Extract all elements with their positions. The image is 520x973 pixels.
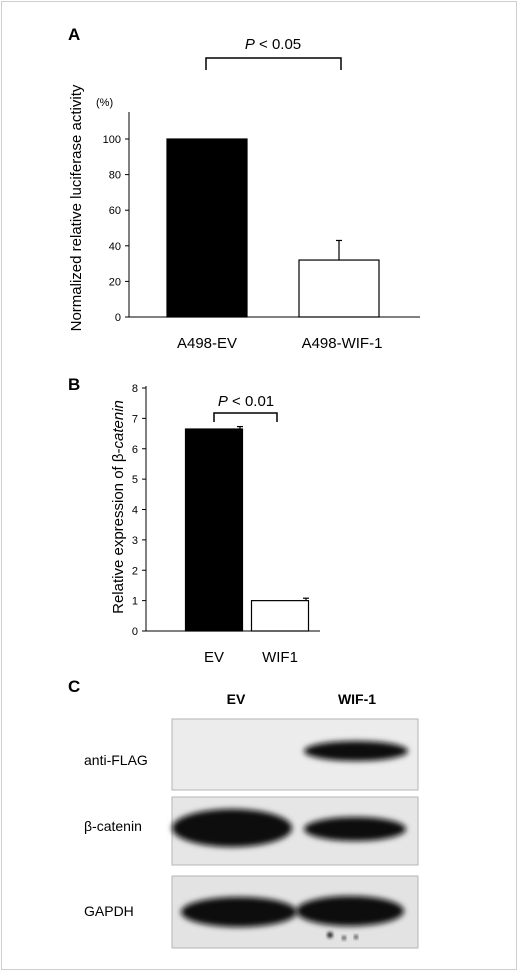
y-tick-label: 5 [132, 474, 138, 486]
panel-b-pvalue: P < 0.01 [218, 393, 274, 410]
panel-b-label: B [68, 375, 80, 394]
bar-a498-wif-1 [298, 259, 380, 318]
y-tick-label: 40 [109, 241, 121, 253]
blot-strip-flag [171, 718, 419, 791]
y-tick-label: 4 [132, 505, 138, 517]
blot-band-gapdh-ev [181, 897, 297, 927]
y-tick-label: 1 [132, 596, 138, 608]
y-tick-label: 7 [132, 413, 138, 425]
blot-strip-gapdh [171, 875, 419, 949]
panel-a-yunit: (%) [96, 97, 113, 109]
panel-b-bars [184, 425, 310, 632]
panel-b-significance: P < 0.01 [213, 393, 278, 422]
y-tick-label: 2 [132, 565, 138, 577]
blot-band-catenin-ev [172, 809, 292, 847]
panel-c-label: C [68, 677, 80, 696]
panel-a-ticks: 0 20 40 60 80 100 [103, 134, 129, 324]
blot-artifact-spot [342, 936, 346, 940]
y-tick-label: 6 [132, 444, 138, 456]
panel-b-ticks: 0 1 2 3 4 5 6 7 8 [132, 383, 146, 638]
panel-a-category-ev: A498-EV [177, 335, 237, 352]
panel-b-ylabel: Relative expression of β-catenin [110, 400, 127, 614]
panel-b-bracket [213, 412, 278, 422]
bar-ev [184, 428, 244, 632]
y-tick-label: 60 [109, 205, 121, 217]
blot-column-wif1: WIF-1 [338, 691, 376, 707]
panel-a-category-wif1: A498-WIF-1 [302, 335, 383, 352]
y-tick-label: 20 [109, 276, 121, 288]
panel-a-ylabel: Normalized relative luciferase activity [68, 84, 85, 331]
panel-a-bracket [205, 57, 342, 70]
bar-a498-ev [166, 138, 248, 318]
blot-band-flag-wif1 [304, 741, 408, 761]
panel-a-bars [166, 138, 380, 318]
panel-b-category-wif1: WIF1 [262, 649, 298, 666]
blot-row-catenin: β-catenin [84, 818, 142, 834]
y-tick-label: 100 [103, 134, 121, 146]
blot-band-gapdh-wif1 [296, 896, 404, 926]
blot-row-flag: anti-FLAG [84, 752, 148, 768]
y-tick-label: 0 [115, 312, 121, 324]
y-tick-label: 80 [109, 170, 121, 182]
blot-column-ev: EV [227, 691, 246, 707]
y-tick-label: 0 [132, 626, 138, 638]
blot-artifact-spot [327, 932, 333, 938]
bar-wif1 [250, 600, 310, 632]
blot-band-catenin-wif1 [304, 817, 406, 841]
blot-artifact-spot [354, 935, 358, 939]
panel-b-category-ev: EV [204, 649, 224, 666]
blot-strip-catenin [171, 796, 419, 866]
panel-a-significance: P < 0.05 [205, 36, 342, 70]
y-tick-label: 3 [132, 535, 138, 547]
panel-a-label: A [68, 25, 80, 44]
y-tick-label: 8 [132, 383, 138, 395]
panel-a-pvalue: P < 0.05 [245, 36, 301, 53]
blot-row-gapdh: GAPDH [84, 903, 134, 919]
